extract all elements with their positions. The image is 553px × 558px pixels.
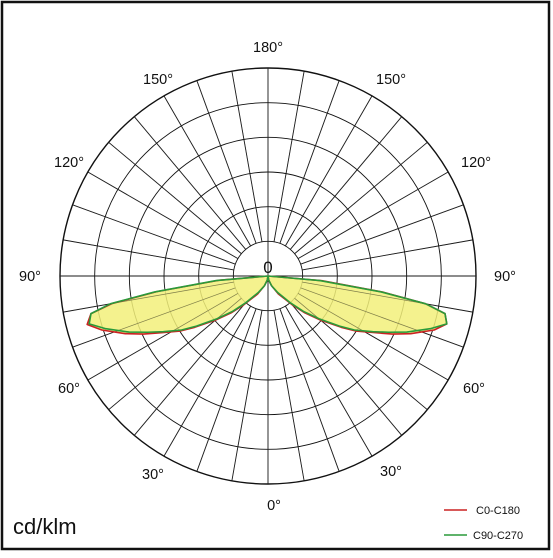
angle-label-120-right: 120° xyxy=(461,155,491,171)
grid-spoke-overlay xyxy=(134,302,246,436)
grid-spoke-overlay xyxy=(285,95,373,247)
grid-spoke-overlay xyxy=(273,310,305,481)
grid-spoke-overlay xyxy=(231,310,263,481)
unit-label: cd/klm xyxy=(13,514,77,539)
angle-label-120-left: 120° xyxy=(54,155,84,171)
grid-spoke-overlay xyxy=(108,142,242,254)
grid-spoke-overlay xyxy=(297,171,449,259)
legend-label-c90-c270: C90-C270 xyxy=(473,530,523,542)
grid-spoke-overlay xyxy=(279,308,340,472)
angle-label-60-left: 60° xyxy=(58,381,80,397)
grid-spoke-overlay xyxy=(163,305,251,457)
series-layer xyxy=(60,68,476,484)
grid-spoke-overlay xyxy=(285,305,373,457)
grid-spoke-overlay xyxy=(87,293,239,381)
angle-label-180: 180° xyxy=(253,40,283,56)
legend: C0-C180 C90-C270 xyxy=(444,505,523,542)
grid-spoke-overlay xyxy=(163,95,251,247)
grid-spoke-overlay xyxy=(196,80,257,244)
angle-label-90-left: 90° xyxy=(19,269,41,285)
angle-label-60-right: 60° xyxy=(463,381,485,397)
grid-spoke-overlay xyxy=(134,116,246,250)
grid-spoke-overlay xyxy=(196,308,257,472)
grid-spoke-overlay xyxy=(72,287,236,348)
center-label: 0 xyxy=(263,258,272,277)
angle-label-90-right: 90° xyxy=(494,269,516,285)
angle-label-150-right: 150° xyxy=(376,72,406,88)
grid-spoke-overlay xyxy=(290,302,402,436)
grid-spoke-overlay xyxy=(231,71,263,242)
grid-spoke-overlay xyxy=(273,71,305,242)
grid-spoke-overlay xyxy=(294,142,428,254)
grid-spoke-overlay xyxy=(63,281,234,313)
grid-spoke-overlay xyxy=(297,293,449,381)
grid-spoke-overlay xyxy=(300,287,464,348)
angle-label-30-right: 30° xyxy=(380,464,402,480)
grid-spoke-overlay xyxy=(72,204,236,265)
grid-spoke-overlay xyxy=(87,171,239,259)
legend-label-c0-c180: C0-C180 xyxy=(476,505,520,517)
series-line-c90-c270 xyxy=(88,275,448,334)
grid-spoke-overlay xyxy=(302,239,473,271)
series-fill xyxy=(87,276,447,335)
grid-spoke-overlay xyxy=(63,239,234,271)
angle-label-0: 0° xyxy=(267,498,281,514)
angle-labels: 180° 150° 150° 120° 120° 90° 90° 60° 60°… xyxy=(19,40,516,514)
angle-label-150-left: 150° xyxy=(143,72,173,88)
angle-label-30-left: 30° xyxy=(142,467,164,483)
grid-spoke-overlay xyxy=(302,281,473,313)
grid-spoke-overlay xyxy=(279,80,340,244)
grid-spoke-overlay xyxy=(300,204,464,265)
grid-spoke-overlay xyxy=(290,116,402,250)
